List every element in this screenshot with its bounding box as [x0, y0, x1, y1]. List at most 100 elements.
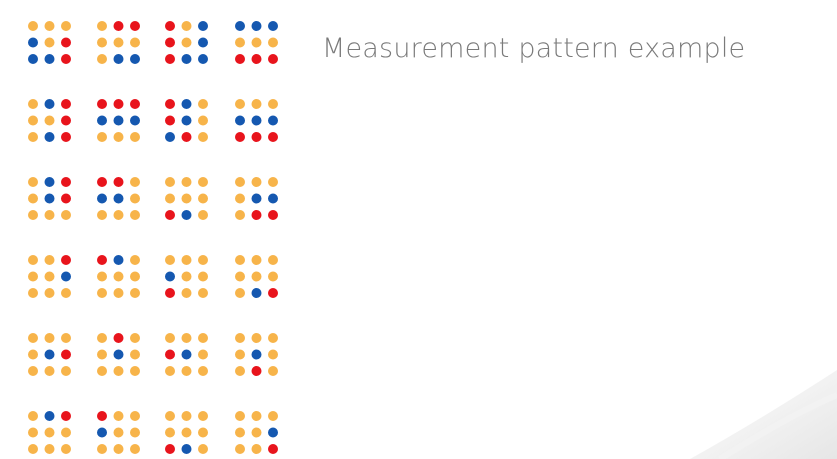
dot — [130, 444, 140, 454]
dot — [181, 99, 192, 109]
dot — [28, 193, 38, 204]
dot — [61, 333, 71, 343]
dot — [44, 193, 55, 204]
dot — [165, 177, 175, 187]
dot — [113, 99, 124, 109]
dot — [181, 177, 192, 187]
dot — [97, 21, 107, 31]
dot — [44, 271, 55, 282]
dot-pattern — [235, 99, 278, 142]
dot — [61, 177, 71, 187]
dot — [268, 366, 278, 376]
dot — [251, 349, 262, 360]
dot-pattern — [97, 333, 140, 376]
dot — [165, 444, 175, 454]
background-swoosh-line — [718, 392, 837, 459]
dot — [97, 255, 107, 265]
dot — [268, 193, 278, 204]
dot — [268, 271, 278, 282]
dot-pattern — [165, 99, 208, 142]
dot — [181, 411, 192, 421]
dot — [113, 333, 124, 343]
dot — [251, 427, 262, 438]
dot — [130, 288, 140, 298]
dot — [113, 132, 124, 142]
dot — [97, 333, 107, 343]
dot — [165, 132, 175, 142]
dot-pattern — [28, 99, 71, 142]
dot — [251, 444, 262, 454]
dot — [28, 132, 38, 142]
dot-pattern — [28, 255, 71, 298]
dot — [198, 37, 208, 48]
dot — [181, 132, 192, 142]
dot — [44, 444, 55, 454]
dot — [28, 21, 38, 31]
dot — [44, 411, 55, 421]
dot — [268, 288, 278, 298]
dot — [97, 132, 107, 142]
dot — [97, 54, 107, 64]
dot — [268, 21, 278, 31]
dot — [235, 115, 245, 126]
dot — [44, 366, 55, 376]
dot — [28, 210, 38, 220]
dot — [113, 427, 124, 438]
dot — [61, 21, 71, 31]
dot — [61, 366, 71, 376]
dot — [97, 177, 107, 187]
dot — [235, 99, 245, 109]
dot — [235, 193, 245, 204]
dot — [113, 210, 124, 220]
dot — [97, 444, 107, 454]
dot — [181, 427, 192, 438]
dot — [198, 99, 208, 109]
dot — [28, 271, 38, 282]
dot — [198, 115, 208, 126]
dot — [181, 255, 192, 265]
dot-pattern — [165, 411, 208, 454]
dot — [235, 210, 245, 220]
dot — [97, 427, 107, 438]
dot-pattern — [235, 411, 278, 454]
dot-pattern — [97, 21, 140, 64]
dot — [198, 288, 208, 298]
dot — [181, 21, 192, 31]
dot — [198, 210, 208, 220]
dot-pattern — [97, 255, 140, 298]
dot-pattern — [235, 177, 278, 220]
dot — [165, 349, 175, 360]
dot — [44, 54, 55, 64]
dot — [130, 427, 140, 438]
dot — [198, 366, 208, 376]
dot — [113, 288, 124, 298]
dot — [268, 177, 278, 187]
dot — [130, 37, 140, 48]
dot — [113, 411, 124, 421]
dot — [268, 333, 278, 343]
dot — [235, 411, 245, 421]
dot — [165, 37, 175, 48]
dot — [268, 37, 278, 48]
dot-pattern — [165, 21, 208, 64]
dot — [28, 99, 38, 109]
dot — [113, 193, 124, 204]
dot — [44, 115, 55, 126]
dot — [97, 271, 107, 282]
dot — [130, 271, 140, 282]
dot — [113, 177, 124, 187]
dot — [251, 288, 262, 298]
dot — [235, 349, 245, 360]
dot — [28, 288, 38, 298]
dot — [61, 99, 71, 109]
dot-pattern — [165, 255, 208, 298]
dot — [113, 255, 124, 265]
dot — [235, 427, 245, 438]
dot — [165, 333, 175, 343]
dot — [235, 444, 245, 454]
dot — [61, 132, 71, 142]
dot — [61, 444, 71, 454]
dot — [251, 21, 262, 31]
